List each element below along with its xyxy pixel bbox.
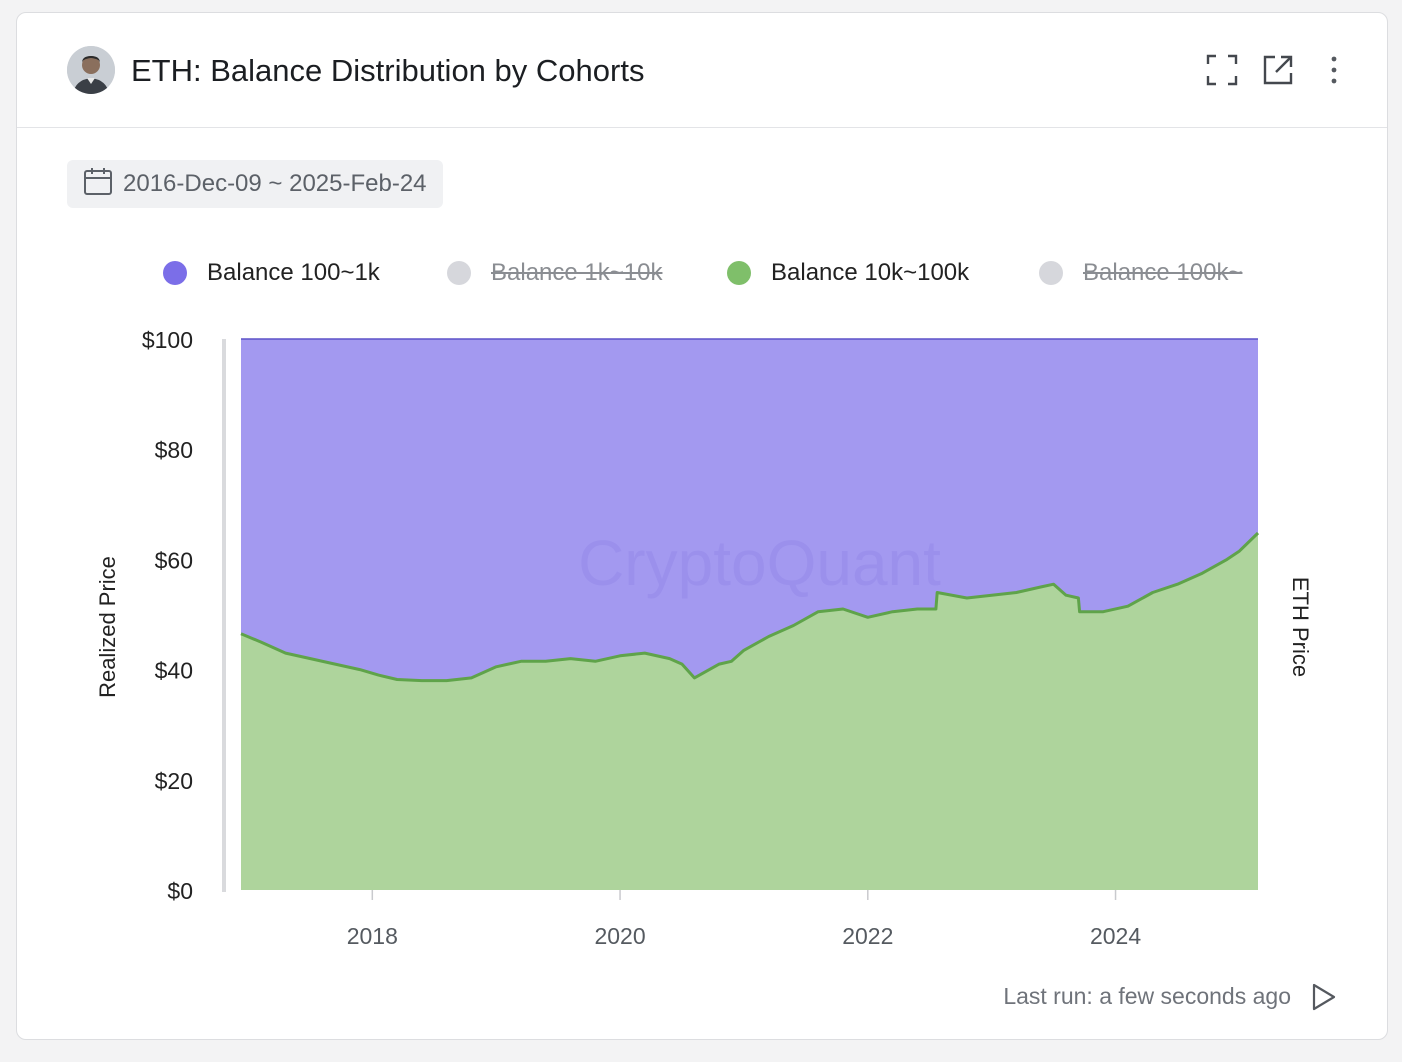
- legend-dot: [447, 261, 471, 285]
- legend-dot: [727, 261, 751, 285]
- legend-item-balance-10k-100k[interactable]: Balance 10k~100k: [727, 253, 969, 293]
- legend-item-balance-100-1k[interactable]: Balance 100~1k: [163, 253, 380, 293]
- y-tick-label: $40: [155, 658, 193, 684]
- legend-dot: [163, 261, 187, 285]
- legend-label: Balance 10k~100k: [771, 259, 970, 286]
- y-tick-label: $60: [155, 547, 193, 573]
- series-balance-10k-100k-line: [240, 531, 1260, 683]
- user-avatar[interactable]: [67, 46, 115, 94]
- fullscreen-icon[interactable]: [1205, 53, 1239, 87]
- more-vertical-icon[interactable]: [1317, 53, 1351, 87]
- page-title: ETH: Balance Distribution by Cohorts: [131, 53, 645, 88]
- play-icon[interactable]: [1307, 981, 1339, 1013]
- x-tick-label: 2024: [1090, 923, 1141, 949]
- y-tick-label: $100: [142, 327, 193, 353]
- last-run-status: Last run: a few seconds ago: [1003, 983, 1291, 1009]
- chart-card: ETH: Balance Distribution by Cohorts 201…: [16, 12, 1388, 1040]
- legend-item-balance-1k-10k[interactable]: Balance 1k~10k: [447, 253, 662, 293]
- series-balance-10k-100k-area[interactable]: [241, 533, 1258, 890]
- date-range-label: 2016-Dec-09 ~ 2025-Feb-24: [123, 170, 427, 197]
- x-tick-label: 2022: [842, 923, 893, 949]
- date-range-picker[interactable]: 2016-Dec-09 ~ 2025-Feb-24: [67, 160, 443, 208]
- legend-item-balance-100k[interactable]: Balance 100k~: [1039, 253, 1242, 293]
- y-tick-label: $0: [167, 878, 193, 904]
- open-external-icon[interactable]: [1261, 53, 1295, 87]
- y-axis-title-left: Realized Price: [95, 556, 120, 698]
- watermark: CryptoQuant: [578, 527, 941, 599]
- legend-dot: [1039, 261, 1063, 285]
- calendar-icon: [83, 166, 113, 203]
- x-tick-label: 2018: [347, 923, 398, 949]
- chart-plot[interactable]: CryptoQuant $0 $20 $40 $60 $80 $100 2018 2020 202…: [17, 313, 1389, 973]
- chart-legend: Balance 100~1k Balance 1k~10k Balance 10…: [17, 253, 1389, 293]
- x-tick-label: 2020: [594, 923, 645, 949]
- y-tick-label: $80: [155, 437, 193, 463]
- y-axis-title-right: ETH Price: [1288, 577, 1313, 677]
- legend-label: Balance 100~1k: [207, 259, 380, 286]
- y-tick-label: $20: [155, 768, 193, 794]
- legend-label: Balance 1k~10k: [491, 259, 663, 286]
- card-header: ETH: Balance Distribution by Cohorts: [17, 13, 1387, 128]
- legend-label: Balance 100k~: [1083, 259, 1243, 286]
